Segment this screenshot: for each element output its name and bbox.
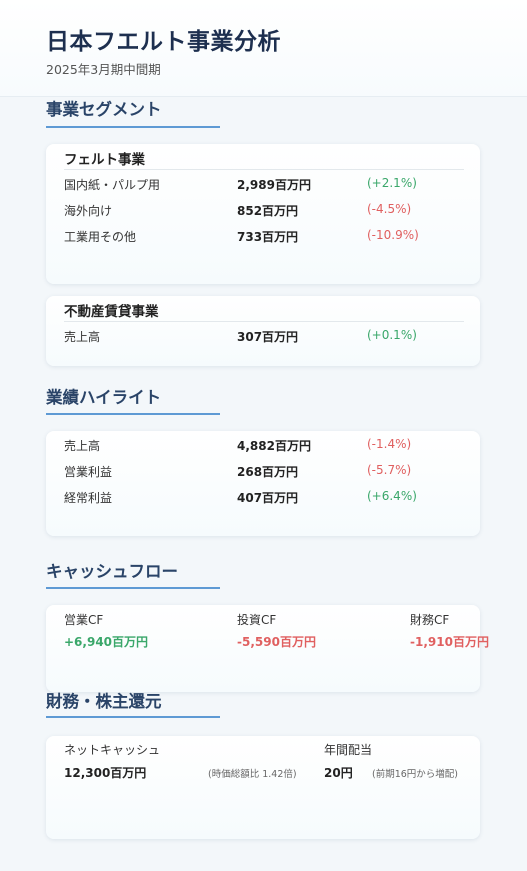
row-value: 268百万円	[237, 465, 299, 479]
table-row: 工業用その他 733百万円 (-10.9%)	[46, 228, 480, 246]
cashflow-value: -5,590百万円	[237, 635, 316, 649]
row-label: 営業利益	[64, 465, 113, 479]
card-finance: ネットキャッシュ 12,300百万円 (時価総額比 1.42倍) 年間配当 20…	[46, 736, 480, 839]
table-row: 経常利益 407百万円 (+6.4%)	[46, 489, 480, 507]
section-heading-finance: 財務・株主還元	[46, 692, 162, 711]
table-row: 国内紙・パルプ用 2,989百万円 (+2.1%)	[46, 176, 480, 194]
cashflow-value: +6,940百万円	[64, 635, 149, 649]
dividend-label: 年間配当	[324, 743, 373, 757]
card-highlights: 売上高 4,882百万円 (-1.4%) 営業利益 268百万円 (-5.7%)…	[46, 431, 480, 536]
cashflow-label: 営業CF	[64, 613, 104, 627]
section-heading-segments: 事業セグメント	[46, 100, 162, 119]
card-cashflow: 営業CF +6,940百万円 投資CF -5,590百万円 財務CF -1,91…	[46, 605, 489, 692]
row-value: 2,989百万円	[237, 178, 311, 192]
table-row: 海外向け 852百万円 (-4.5%)	[46, 202, 480, 220]
section-underline	[46, 716, 220, 718]
page-subtitle: 2025年3月期中間期	[46, 62, 161, 77]
row-change: (+0.1%)	[367, 328, 417, 342]
table-row: 売上高 307百万円 (+0.1%)	[46, 328, 480, 346]
card-title: フェルト事業	[64, 152, 145, 168]
table-row: 売上高 4,882百万円 (-1.4%)	[46, 437, 480, 455]
row-label: 国内紙・パルプ用	[64, 178, 161, 192]
row-label: 海外向け	[64, 204, 113, 218]
dividend-value: 20円	[324, 766, 353, 780]
row-label: 売上高	[64, 439, 101, 453]
card-divider	[64, 169, 464, 170]
section-heading-highlights: 業績ハイライト	[46, 388, 162, 407]
cashflow-financing: 財務CF -1,910百万円	[410, 611, 489, 650]
row-value: 407百万円	[237, 491, 299, 505]
row-label: 売上高	[64, 330, 101, 344]
net-cash-value: 12,300百万円	[64, 766, 147, 780]
net-cash-note: (時価総額比 1.42倍)	[208, 769, 297, 780]
net-cash-label: ネットキャッシュ	[64, 743, 161, 757]
row-value: 733百万円	[237, 230, 299, 244]
section-underline	[46, 413, 220, 415]
row-change: (+2.1%)	[367, 176, 417, 190]
card-felt-business: フェルト事業 国内紙・パルプ用 2,989百万円 (+2.1%) 海外向け 85…	[46, 144, 480, 284]
dividend-note: (前期16円から増配)	[372, 769, 459, 780]
section-underline	[46, 126, 220, 128]
card-real-estate-business: 不動産賃貸事業 売上高 307百万円 (+0.1%)	[46, 296, 480, 366]
cashflow-value: -1,910百万円	[410, 635, 489, 649]
row-change: (-5.7%)	[367, 463, 412, 477]
cashflow-label: 財務CF	[410, 613, 450, 627]
row-value: 852百万円	[237, 204, 299, 218]
card-title: 不動産賃貸事業	[64, 304, 159, 320]
row-label: 経常利益	[64, 491, 113, 505]
row-value: 4,882百万円	[237, 439, 311, 453]
page-title: 日本フエルト事業分析	[46, 29, 281, 55]
row-change: (-10.9%)	[367, 228, 419, 242]
row-change: (-4.5%)	[367, 202, 412, 216]
table-row: 営業利益 268百万円 (-5.7%)	[46, 463, 480, 481]
row-label: 工業用その他	[64, 230, 137, 244]
cashflow-label: 投資CF	[237, 613, 277, 627]
row-value: 307百万円	[237, 330, 299, 344]
section-heading-cashflow: キャッシュフロー	[46, 562, 178, 581]
cashflow-operating: 営業CF +6,940百万円	[64, 611, 148, 650]
row-change: (-1.4%)	[367, 437, 412, 451]
row-change: (+6.4%)	[367, 489, 417, 503]
section-underline	[46, 587, 220, 589]
cashflow-investing: 投資CF -5,590百万円	[237, 611, 316, 650]
page-header: 日本フエルト事業分析 2025年3月期中間期	[0, 0, 527, 97]
card-divider	[64, 321, 464, 322]
